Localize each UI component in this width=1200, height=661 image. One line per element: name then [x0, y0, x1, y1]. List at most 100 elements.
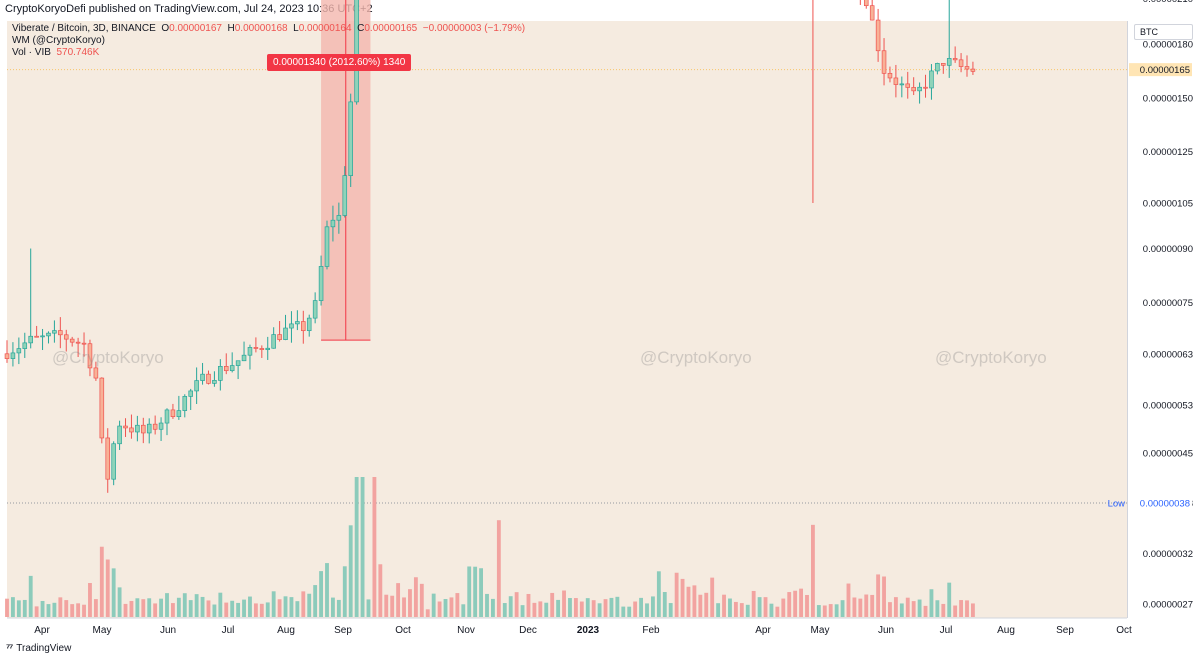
volume-bar: [621, 606, 626, 617]
volume-bar: [597, 603, 602, 617]
candle-body: [135, 424, 140, 433]
volume-bar: [182, 593, 187, 617]
candle-body: [81, 342, 87, 345]
candle-body: [229, 365, 235, 372]
y-tick-label: 0.00000150: [1143, 93, 1193, 104]
measure-tool-label[interactable]: 0.00001340 (2012.60%) 1340: [267, 54, 412, 71]
volume-bar: [811, 524, 815, 617]
candle-body: [941, 63, 946, 66]
volume-bar: [799, 588, 803, 617]
volume-bar: [704, 592, 709, 617]
low-value: 0.00000164: [298, 23, 352, 34]
volume-bar: [935, 600, 940, 617]
volume-bar: [46, 604, 51, 617]
volume-bar: [76, 603, 81, 617]
currency-selector[interactable]: BTC: [1134, 24, 1193, 40]
volume-bar: [828, 604, 833, 617]
watermark-right: @CryptoKoryo: [935, 348, 1047, 368]
candle-body: [52, 330, 57, 334]
currency-label: BTC: [1140, 27, 1158, 37]
volume-bar: [775, 606, 780, 617]
volume-bar: [757, 597, 762, 617]
plot-area[interactable]: [7, 21, 1127, 618]
candle-body: [301, 321, 306, 332]
candle-body: [141, 424, 146, 434]
candle-body: [182, 396, 188, 411]
candle-body: [247, 347, 253, 356]
volume-bar: [508, 596, 513, 617]
candle-body: [87, 343, 93, 369]
volume-bar: [336, 599, 341, 617]
candle-body: [881, 50, 887, 74]
volume-bar: [573, 598, 578, 617]
volume-bar: [656, 571, 661, 617]
volume-bar: [680, 578, 685, 617]
candle-body: [158, 422, 164, 430]
volume-bar: [236, 602, 241, 617]
volume-bar: [722, 594, 726, 617]
volume-bar: [319, 571, 323, 617]
volume-bar: [858, 598, 863, 617]
price-scale[interactable]: [1127, 21, 1200, 618]
volume-bar: [449, 597, 454, 617]
volume-bar: [467, 566, 472, 617]
candle-body: [899, 83, 905, 86]
volume-bar: [893, 597, 898, 617]
candle-body: [164, 409, 170, 424]
volume-bar: [840, 600, 845, 617]
volume-bar: [354, 477, 359, 617]
volume-bar: [342, 566, 347, 617]
candle-body: [46, 332, 51, 337]
volume-bar: [686, 586, 691, 617]
volume-bar: [544, 602, 549, 617]
candle-body: [223, 366, 229, 372]
volume-bar: [34, 606, 39, 617]
y-tick-label: 0.00000125: [1143, 147, 1193, 158]
volume-bar: [461, 604, 466, 617]
volume-bar: [585, 598, 590, 617]
volume-bar: [408, 589, 412, 617]
candle-body: [306, 317, 312, 332]
candle-body: [295, 321, 300, 325]
volume-bar: [639, 597, 643, 617]
open-value: 0.00000167: [169, 23, 222, 34]
candle-body: [863, 0, 869, 7]
watermark-text: @CryptoKoryo: [640, 348, 752, 367]
candle-body: [218, 366, 223, 381]
volume-bar: [947, 582, 952, 617]
volume-bar: [295, 601, 300, 617]
volume-bar: [603, 599, 608, 617]
volume-bar: [870, 594, 875, 617]
volume-bar: [562, 590, 566, 617]
low-label: Low: [1108, 498, 1126, 509]
volume-bar: [93, 599, 98, 617]
volume-bar: [882, 576, 886, 617]
candle-body: [117, 425, 122, 445]
volume-bar: [941, 603, 946, 617]
candle-body: [905, 83, 911, 88]
volume-bar: [876, 574, 881, 617]
candle-body: [935, 63, 940, 72]
volume-bar: [674, 572, 679, 617]
y-tick-label: 0.00000075: [1143, 298, 1193, 309]
volume-bar: [171, 603, 175, 617]
volume-bar: [200, 596, 205, 617]
volume-indicator-row: Vol · VIB 570.746K: [12, 47, 525, 59]
publisher-header: CryptoKoryoDefi published on TradingView…: [5, 3, 373, 15]
volume-bar: [816, 605, 821, 617]
x-tick-label: Oct: [395, 625, 411, 636]
volume-bar: [153, 603, 158, 617]
candle-body: [265, 347, 271, 350]
candle-body: [4, 353, 10, 359]
volume-bar: [271, 591, 276, 617]
candle-body: [970, 68, 976, 72]
volume-bar: [165, 593, 169, 617]
x-tick-label: Apr: [755, 625, 771, 636]
volume-bar: [413, 577, 418, 617]
volume-bar: [739, 603, 744, 617]
candle-body: [923, 86, 928, 89]
volume-bar: [390, 595, 395, 617]
legend-symbol-row: Viberate / Bitcoin, 3D, BINANCE O0.00000…: [12, 23, 525, 35]
x-tick-label: Jul: [940, 625, 953, 636]
